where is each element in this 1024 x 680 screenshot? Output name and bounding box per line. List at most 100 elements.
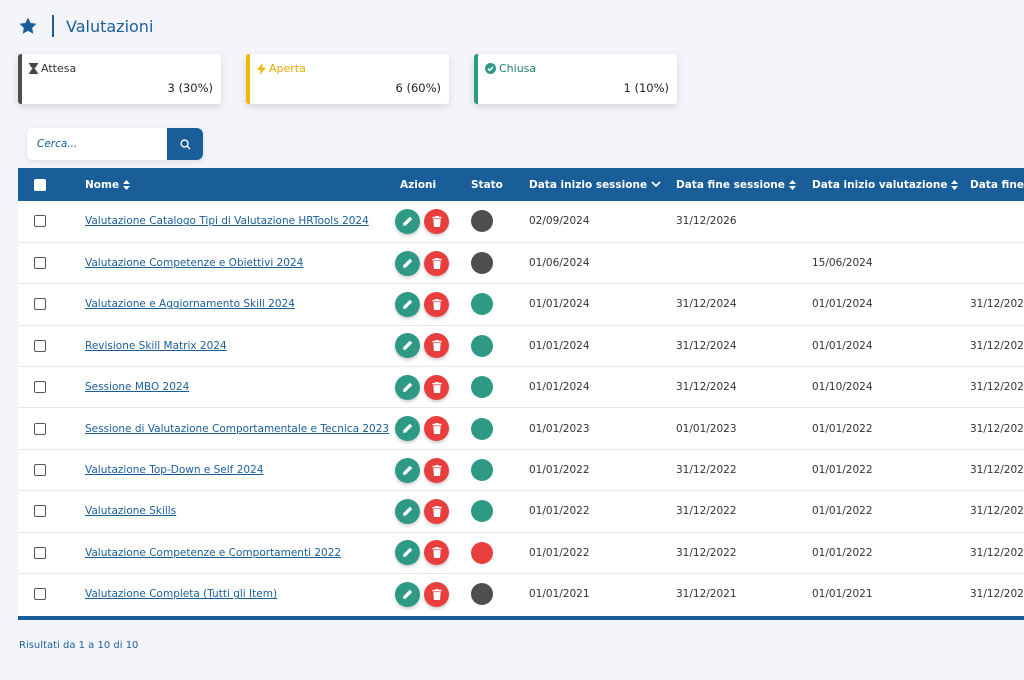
cell-end-evaluation: 31/12/2022 bbox=[970, 546, 1024, 559]
column-header-data-fine-sessione[interactable]: Data fine sessione bbox=[676, 168, 812, 201]
search-button[interactable] bbox=[167, 128, 203, 160]
edit-button[interactable] bbox=[395, 333, 420, 359]
delete-button[interactable] bbox=[424, 540, 449, 566]
cell-start-evaluation bbox=[812, 201, 970, 242]
cell-end-evaluation: 31/12/2024 bbox=[970, 339, 1024, 352]
edit-button[interactable] bbox=[395, 374, 420, 400]
chevron-down-icon bbox=[651, 181, 661, 188]
row-checkbox[interactable] bbox=[34, 215, 46, 228]
row-checkbox[interactable] bbox=[34, 422, 46, 435]
cell-start-session: 01/01/2024 bbox=[529, 298, 590, 311]
trash-icon bbox=[431, 464, 442, 476]
delete-button[interactable] bbox=[424, 498, 449, 524]
cell-end-evaluation bbox=[970, 242, 1024, 283]
edit-button[interactable] bbox=[395, 250, 420, 276]
cell-start-evaluation: 01/10/2024 bbox=[812, 381, 873, 394]
status-card-aperta[interactable]: Aperta 6 (60%) bbox=[246, 54, 449, 104]
column-header-data-inizio-sessione[interactable]: Data inizio sessione bbox=[529, 168, 676, 201]
status-card-label: Attesa bbox=[41, 62, 77, 75]
cell-end-session: 31/12/2022 bbox=[676, 505, 737, 518]
lightning-icon bbox=[257, 62, 266, 75]
search-box bbox=[27, 128, 203, 160]
trash-icon bbox=[431, 215, 442, 227]
row-checkbox[interactable] bbox=[34, 505, 46, 518]
delete-button[interactable] bbox=[424, 374, 449, 400]
trash-icon bbox=[431, 381, 442, 393]
pencil-icon bbox=[403, 506, 413, 516]
check-circle-icon bbox=[485, 63, 496, 74]
row-checkbox[interactable] bbox=[34, 546, 46, 559]
sort-icon bbox=[123, 179, 131, 190]
row-checkbox[interactable] bbox=[34, 257, 46, 270]
edit-button[interactable] bbox=[395, 208, 420, 234]
edit-button[interactable] bbox=[395, 498, 420, 524]
table-row: Valutazione e Aggiornamento Skill 2024 01… bbox=[18, 283, 1024, 325]
cell-end-session: 31/12/2024 bbox=[676, 339, 737, 352]
cell-end-session: 31/12/2024 bbox=[676, 298, 737, 311]
edit-button[interactable] bbox=[395, 416, 420, 442]
cell-end-evaluation: 31/12/2022 bbox=[970, 422, 1024, 435]
status-indicator bbox=[471, 583, 493, 606]
status-card-value: 1 (10%) bbox=[623, 81, 669, 95]
column-header-nome[interactable]: Nome bbox=[85, 168, 385, 201]
status-card-chiusa[interactable]: Chiusa 1 (10%) bbox=[474, 54, 677, 104]
edit-button[interactable] bbox=[395, 581, 420, 607]
pencil-icon bbox=[403, 548, 413, 558]
search-input[interactable] bbox=[27, 128, 167, 160]
column-header-azioni: Azioni bbox=[400, 178, 437, 191]
delete-button[interactable] bbox=[424, 416, 449, 442]
cell-start-session: 01/01/2022 bbox=[529, 505, 590, 518]
star-icon[interactable] bbox=[18, 16, 38, 36]
evaluation-link[interactable]: Valutazione e Aggiornamento Skill 2024 bbox=[85, 298, 295, 311]
edit-button[interactable] bbox=[395, 457, 420, 483]
table-row: Valutazione Catalogo Tipi di Valutazione… bbox=[18, 201, 1024, 242]
row-checkbox[interactable] bbox=[34, 339, 46, 352]
status-card-attesa[interactable]: Attesa 3 (30%) bbox=[18, 54, 221, 104]
evaluation-link[interactable]: Revisione Skill Matrix 2024 bbox=[85, 339, 227, 352]
row-checkbox[interactable] bbox=[34, 464, 46, 477]
delete-button[interactable] bbox=[424, 333, 449, 359]
delete-button[interactable] bbox=[424, 457, 449, 483]
cell-start-session: 01/01/2022 bbox=[529, 464, 590, 477]
pencil-icon bbox=[403, 423, 413, 433]
edit-button[interactable] bbox=[395, 291, 420, 317]
select-all-checkbox[interactable] bbox=[34, 178, 46, 191]
evaluation-link[interactable]: Valutazione Skills bbox=[85, 505, 177, 518]
evaluation-link[interactable]: Valutazione Completa (Tutti gli Item) bbox=[85, 588, 278, 601]
row-checkbox[interactable] bbox=[34, 588, 46, 601]
status-card-label: Chiusa bbox=[499, 62, 537, 75]
cell-start-session: 01/01/2022 bbox=[529, 546, 590, 559]
cell-end-evaluation: 31/12/2022 bbox=[970, 505, 1024, 518]
pencil-icon bbox=[403, 589, 413, 599]
cell-start-evaluation: 01/01/2022 bbox=[812, 464, 873, 477]
cell-start-evaluation: 01/01/2022 bbox=[812, 505, 873, 518]
status-indicator bbox=[471, 252, 493, 275]
edit-button[interactable] bbox=[395, 540, 420, 566]
evaluation-link[interactable]: Valutazione Competenze e Comportamenti 2… bbox=[85, 546, 342, 559]
delete-button[interactable] bbox=[424, 581, 449, 607]
column-header-data-inizio-valutazione[interactable]: Data inizio valutazione bbox=[812, 168, 970, 201]
header-separator bbox=[52, 15, 54, 37]
status-indicator bbox=[471, 500, 493, 523]
delete-button[interactable] bbox=[424, 291, 449, 317]
trash-icon bbox=[431, 588, 442, 600]
row-checkbox[interactable] bbox=[34, 381, 46, 394]
evaluation-link[interactable]: Valutazione Competenze e Obiettivi 2024 bbox=[85, 257, 304, 270]
trash-icon bbox=[431, 257, 442, 269]
evaluation-link[interactable]: Sessione di Valutazione Comportamentale … bbox=[85, 422, 390, 435]
cell-end-session: 31/12/2026 bbox=[676, 215, 737, 228]
table-row: Sessione MBO 2024 01/01/2024 31/12/2024 01/… bbox=[18, 366, 1024, 408]
table-header-row: Nome Azioni Stato Data inizio sessione D… bbox=[18, 168, 1024, 201]
column-header-data-fine-valutazione[interactable]: Data fine v bbox=[970, 178, 1024, 191]
cell-start-evaluation: 01/01/2021 bbox=[812, 588, 873, 601]
cell-start-session: 02/09/2024 bbox=[529, 215, 590, 228]
delete-button[interactable] bbox=[424, 208, 449, 234]
evaluation-link[interactable]: Valutazione Top-Down e Self 2024 bbox=[85, 464, 264, 477]
row-checkbox[interactable] bbox=[34, 298, 46, 311]
status-indicator bbox=[471, 459, 493, 482]
evaluation-link[interactable]: Sessione MBO 2024 bbox=[85, 381, 190, 394]
evaluation-link[interactable]: Valutazione Catalogo Tipi di Valutazione… bbox=[85, 215, 369, 228]
trash-icon bbox=[431, 298, 442, 310]
delete-button[interactable] bbox=[424, 250, 449, 276]
table-row: Revisione Skill Matrix 2024 01/01/2024 31/… bbox=[18, 325, 1024, 366]
